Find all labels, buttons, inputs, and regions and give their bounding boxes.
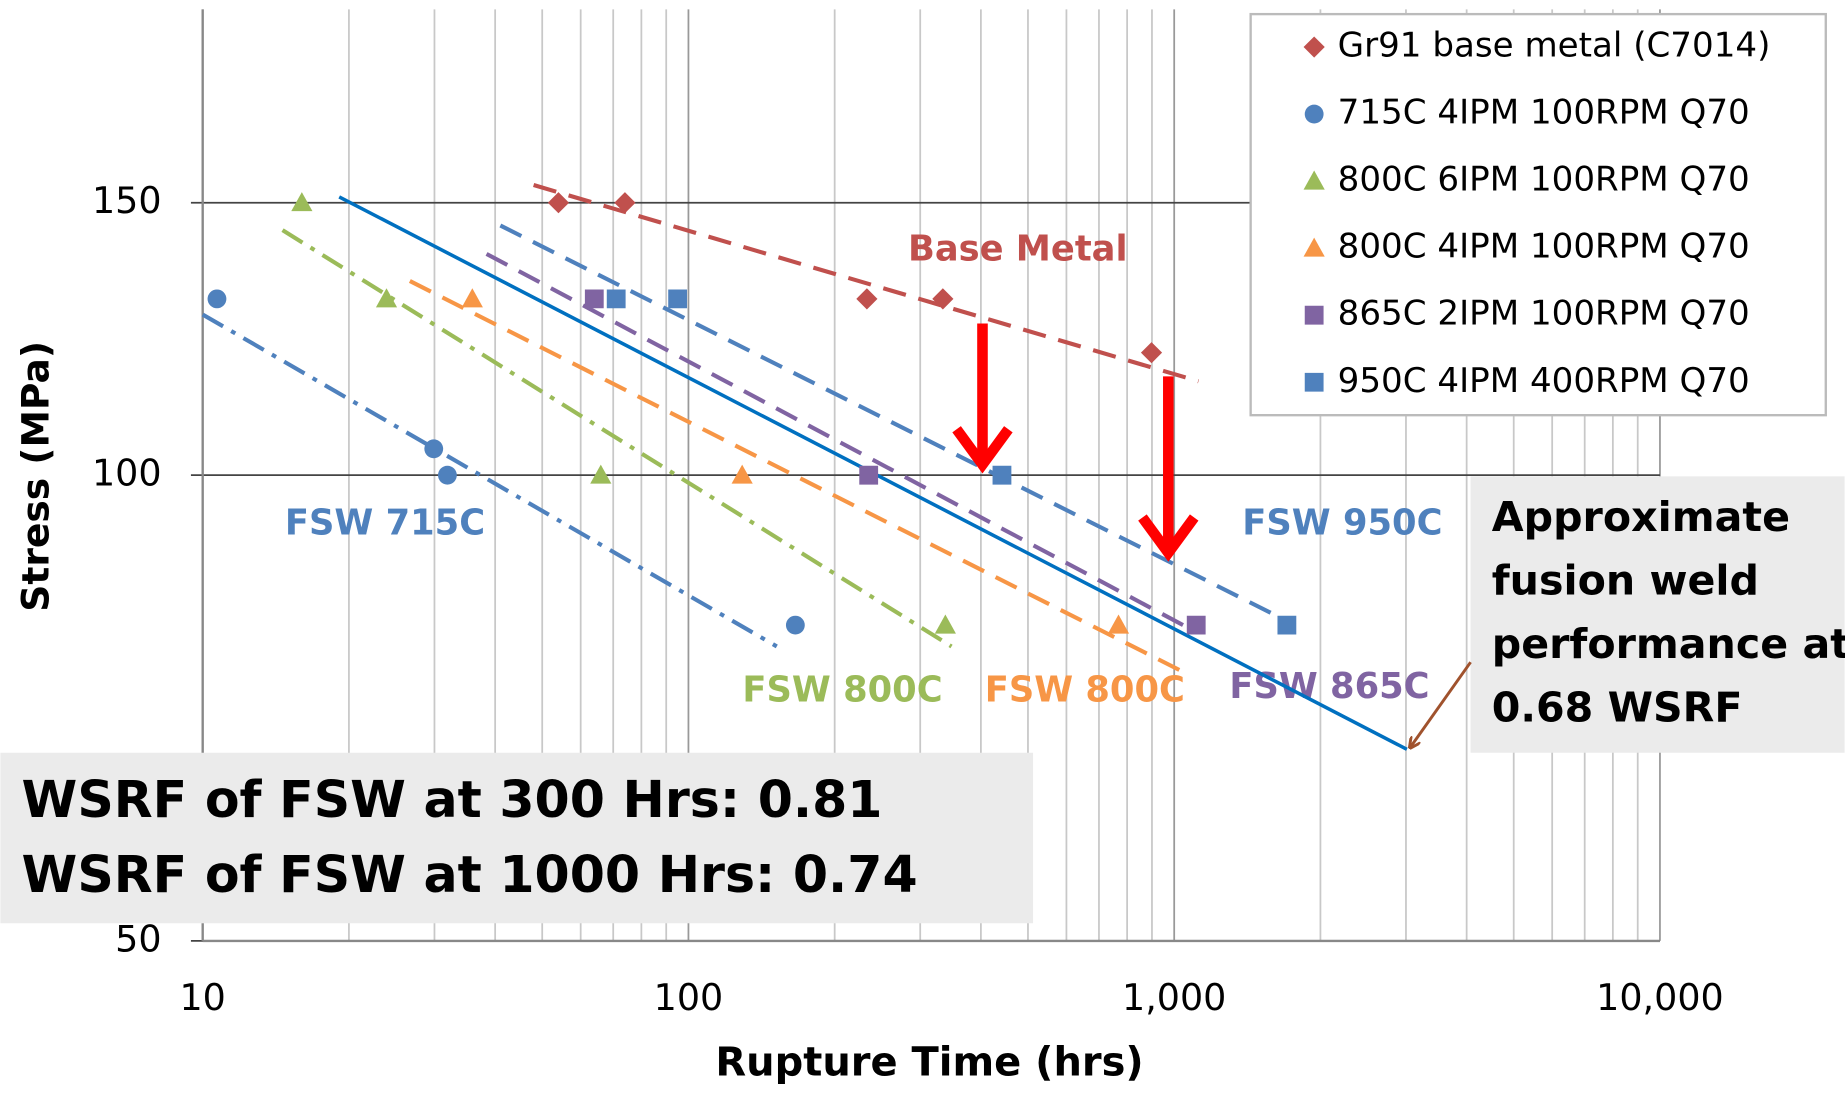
point bbox=[584, 289, 604, 309]
point bbox=[291, 192, 313, 212]
point bbox=[1140, 342, 1163, 364]
point bbox=[992, 465, 1012, 485]
note-text: performance at bbox=[1492, 620, 1845, 668]
trendline-label: FSW 950C bbox=[1242, 503, 1442, 544]
legend-label: 715C 4IPM 100RPM Q70 bbox=[1338, 93, 1750, 133]
red-arrow-head bbox=[952, 426, 1013, 474]
summary-text: WSRF of FSW at 300 Hrs: 0.81 bbox=[22, 770, 883, 829]
summary-box bbox=[0, 752, 1034, 924]
legend-marker bbox=[1304, 104, 1324, 124]
legend-label: 950C 4IPM 400RPM Q70 bbox=[1338, 361, 1750, 401]
legend-label: 865C 2IPM 100RPM Q70 bbox=[1338, 294, 1750, 334]
x-tick-label: 1,000 bbox=[1122, 976, 1226, 1019]
trendline bbox=[499, 223, 1297, 627]
point bbox=[461, 288, 483, 308]
trendline-label: FSW 715C bbox=[285, 503, 485, 544]
legend-marker bbox=[1304, 372, 1324, 392]
point bbox=[375, 288, 398, 308]
legend-label: 800C 6IPM 100RPM Q70 bbox=[1338, 160, 1750, 200]
point bbox=[785, 615, 805, 635]
trendline-label: FSW 800C bbox=[742, 670, 942, 711]
trendline-label: Base Metal bbox=[908, 229, 1128, 270]
trendline bbox=[201, 312, 778, 649]
legend-marker bbox=[1303, 170, 1325, 190]
y-tick-label: 50 bbox=[115, 917, 161, 960]
x-tick-label: 10 bbox=[179, 976, 225, 1019]
trendline bbox=[533, 183, 1200, 384]
red-arrow-head bbox=[1138, 514, 1199, 562]
y-tick-label: 100 bbox=[92, 452, 162, 495]
point bbox=[424, 439, 444, 459]
trendline bbox=[408, 279, 1190, 677]
legend-label: Gr91 base metal (C7014) bbox=[1338, 26, 1771, 66]
x-axis-title: Rupture Time (hrs) bbox=[715, 1039, 1143, 1085]
note-text: fusion weld bbox=[1492, 556, 1759, 604]
note-box bbox=[1470, 476, 1845, 753]
legend-box bbox=[1249, 12, 1827, 417]
note-pointer bbox=[1411, 661, 1472, 747]
x-tick-label: 100 bbox=[654, 976, 724, 1019]
point bbox=[207, 289, 227, 309]
point bbox=[1277, 615, 1297, 635]
point bbox=[614, 192, 636, 214]
point bbox=[438, 465, 457, 485]
trendline-label: FSW 800C bbox=[985, 670, 1185, 711]
summary-text: WSRF of FSW at 1000 Hrs: 0.74 bbox=[22, 845, 918, 904]
point bbox=[606, 289, 626, 309]
trendline bbox=[281, 228, 953, 649]
point bbox=[1186, 615, 1206, 635]
trendline bbox=[485, 252, 1194, 632]
y-axis-title: Stress (MPa) bbox=[14, 341, 58, 612]
point bbox=[731, 464, 753, 484]
point bbox=[590, 464, 612, 484]
note-text: Approximate bbox=[1492, 493, 1790, 541]
legend-marker bbox=[1304, 305, 1324, 325]
y-tick-label: 150 bbox=[92, 179, 162, 222]
point bbox=[1107, 614, 1130, 634]
note-text: 0.68 WSRF bbox=[1492, 683, 1743, 731]
legend-label: 800C 4IPM 100RPM Q70 bbox=[1338, 227, 1750, 267]
legend-marker bbox=[1303, 36, 1325, 58]
point bbox=[859, 465, 879, 485]
point bbox=[856, 288, 878, 310]
x-tick-label: 10,000 bbox=[1596, 976, 1724, 1019]
point bbox=[934, 614, 956, 634]
point bbox=[668, 289, 688, 309]
point bbox=[547, 192, 570, 214]
legend-marker bbox=[1303, 237, 1325, 257]
point bbox=[932, 288, 954, 310]
